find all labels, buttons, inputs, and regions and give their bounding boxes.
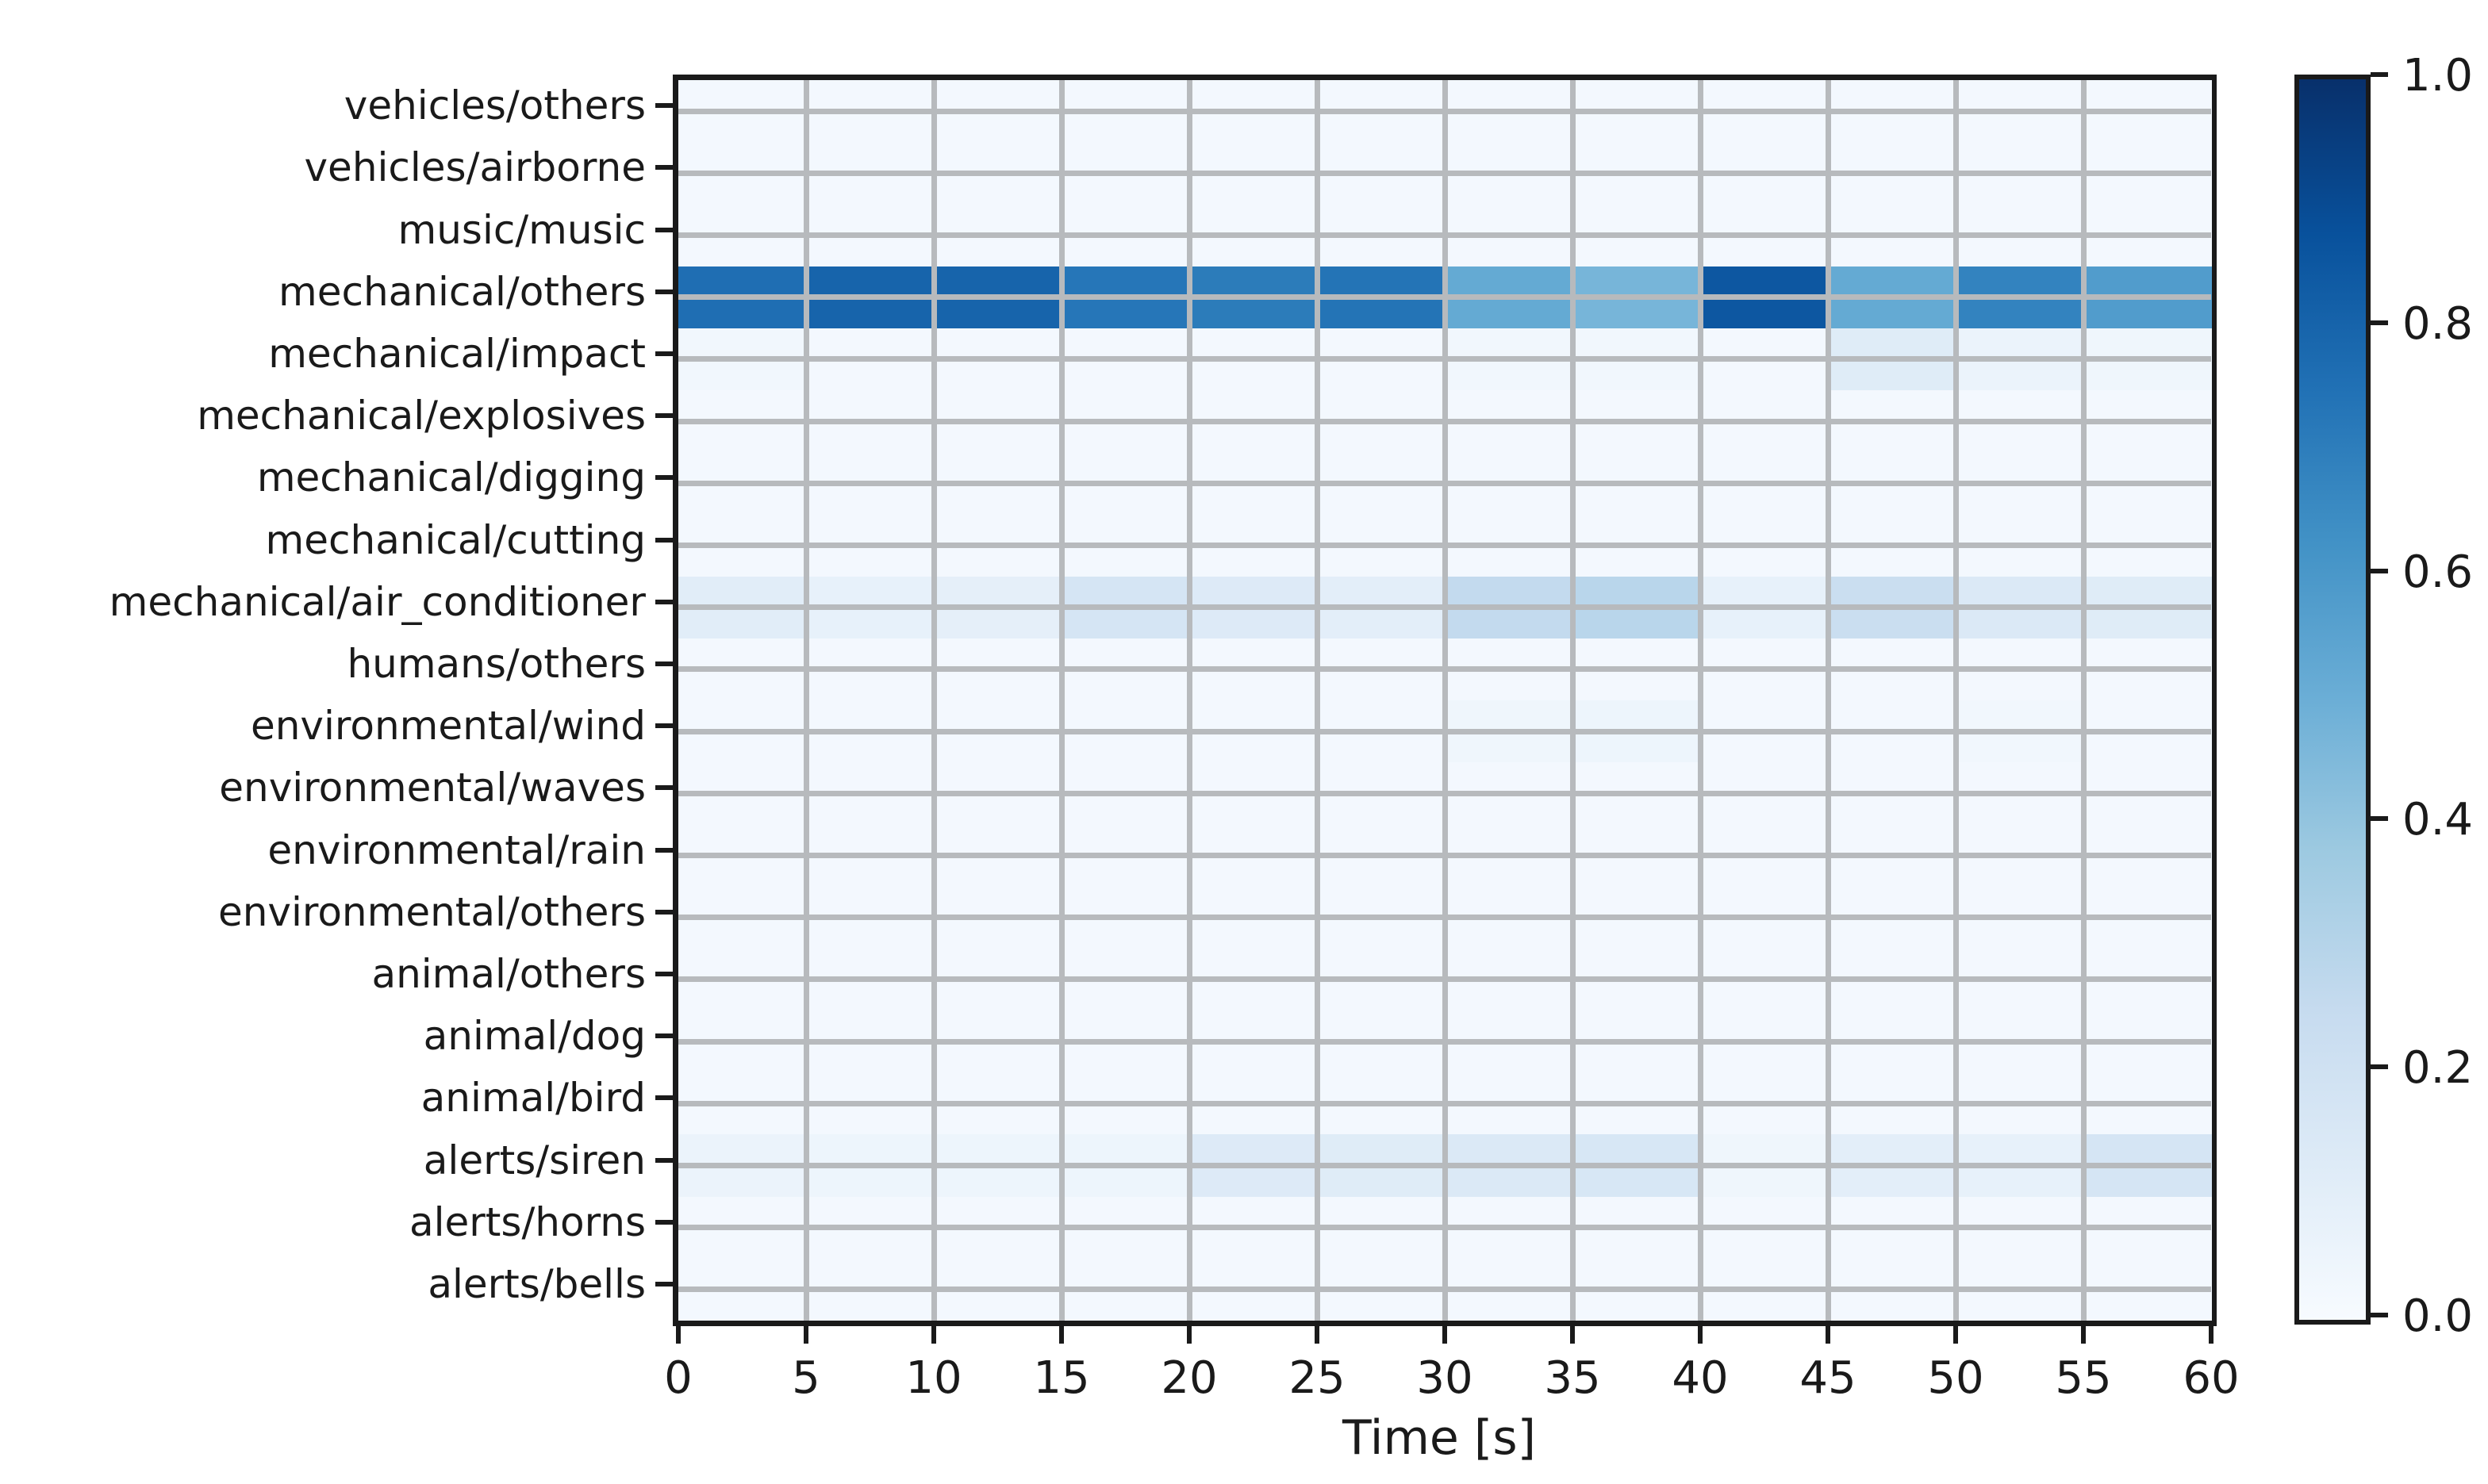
x-tick-label: 60	[2183, 1352, 2240, 1404]
y-tick-mark	[655, 971, 673, 976]
y-tick-label: mechanical/digging	[256, 454, 646, 501]
y-tick-label: animal/bird	[420, 1075, 646, 1122]
y-tick-mark	[655, 599, 673, 604]
x-tick-label: 40	[1672, 1352, 1729, 1404]
y-tick-mark	[655, 1281, 673, 1287]
x-axis-title: Time [s]	[1342, 1410, 1536, 1466]
x-tick-label: 45	[1799, 1352, 1856, 1404]
gridline-vertical	[1058, 80, 1065, 1321]
y-tick-mark	[655, 351, 673, 356]
y-tick-mark	[655, 847, 673, 853]
x-tick-mark	[2209, 1326, 2213, 1344]
gridline-vertical	[1697, 80, 1703, 1321]
y-tick-mark	[655, 103, 673, 109]
y-tick-mark	[655, 1033, 673, 1039]
y-tick-mark	[655, 537, 673, 543]
colorbar-tick-mark	[2371, 1064, 2388, 1070]
x-tick-mark	[2081, 1326, 2086, 1344]
y-tick-mark	[655, 661, 673, 666]
y-tick-label: environmental/wind	[250, 703, 646, 750]
colorbar-tick-label: 0.0	[2402, 1290, 2474, 1342]
y-tick-mark	[655, 785, 673, 791]
colorbar-tick-label: 0.8	[2402, 297, 2474, 350]
x-tick-mark	[1059, 1326, 1064, 1344]
x-tick-mark	[1953, 1326, 1958, 1344]
y-tick-mark	[655, 909, 673, 915]
y-tick-label: mechanical/explosives	[197, 393, 646, 439]
y-tick-mark	[655, 1219, 673, 1225]
x-tick-mark	[1442, 1326, 1447, 1344]
x-tick-label: 5	[792, 1352, 820, 1404]
y-tick-label: environmental/rain	[267, 826, 646, 873]
gridline-vertical	[1186, 80, 1192, 1321]
y-tick-mark	[655, 227, 673, 232]
gridline-vertical	[1314, 80, 1320, 1321]
x-tick-label: 15	[1033, 1352, 1090, 1404]
y-tick-label: vehicles/airborne	[304, 144, 646, 191]
colorbar-tick-mark	[2371, 816, 2388, 822]
heatmap-plot-area	[673, 75, 2217, 1326]
y-tick-label: mechanical/air_conditioner	[109, 578, 646, 625]
gridline-vertical	[1569, 80, 1576, 1321]
x-tick-mark	[1826, 1326, 1830, 1344]
gridline-vertical	[1825, 80, 1831, 1321]
colorbar-tick-mark	[2371, 72, 2388, 77]
x-tick-mark	[1698, 1326, 1703, 1344]
colorbar-tick-label: 0.2	[2402, 1042, 2474, 1095]
x-tick-label: 50	[1927, 1352, 1984, 1404]
y-tick-label: mechanical/impact	[268, 330, 646, 377]
y-tick-mark	[655, 165, 673, 171]
y-tick-label: animal/others	[371, 950, 646, 997]
x-tick-label: 10	[905, 1352, 962, 1404]
y-tick-mark	[655, 475, 673, 481]
x-tick-mark	[804, 1326, 808, 1344]
x-tick-mark	[1570, 1326, 1575, 1344]
y-tick-label: environmental/others	[217, 888, 646, 935]
y-tick-label: music/music	[397, 206, 647, 253]
y-tick-mark	[655, 1095, 673, 1101]
y-tick-label: humans/others	[347, 640, 646, 687]
x-tick-label: 0	[664, 1352, 693, 1404]
y-tick-label: alerts/bells	[428, 1260, 646, 1307]
gridline-vertical	[1952, 80, 1959, 1321]
y-tick-mark	[655, 1157, 673, 1163]
y-tick-mark	[655, 413, 673, 419]
y-tick-mark	[655, 723, 673, 729]
y-tick-mark	[655, 289, 673, 294]
x-tick-mark	[1187, 1326, 1192, 1344]
colorbar-tick-mark	[2371, 568, 2388, 573]
x-tick-mark	[676, 1326, 681, 1344]
colorbar-tick-label: 0.4	[2402, 794, 2474, 846]
x-tick-label: 55	[2055, 1352, 2112, 1404]
x-tick-mark	[931, 1326, 936, 1344]
y-tick-label: environmental/waves	[219, 765, 646, 811]
colorbar-tick-label: 1.0	[2402, 50, 2474, 102]
y-tick-label: alerts/siren	[423, 1137, 646, 1183]
y-tick-label: mechanical/others	[278, 268, 646, 315]
gridline-vertical	[2080, 80, 2087, 1321]
colorbar	[2294, 75, 2371, 1325]
x-tick-label: 35	[1544, 1352, 1601, 1404]
y-tick-label: alerts/horns	[409, 1198, 646, 1245]
y-tick-label: mechanical/cutting	[265, 516, 646, 563]
colorbar-tick-mark	[2371, 1313, 2388, 1317]
x-tick-label: 30	[1416, 1352, 1473, 1404]
colorbar-tick-mark	[2371, 320, 2388, 325]
x-tick-label: 25	[1288, 1352, 1346, 1404]
y-tick-label: animal/dog	[423, 1013, 646, 1060]
y-tick-label: vehicles/others	[344, 82, 646, 129]
gridline-vertical	[803, 80, 809, 1321]
gridline-vertical	[1442, 80, 1448, 1321]
x-tick-label: 20	[1161, 1352, 1218, 1404]
x-tick-mark	[1315, 1326, 1319, 1344]
colorbar-tick-label: 0.6	[2402, 546, 2474, 598]
gridline-vertical	[931, 80, 937, 1321]
